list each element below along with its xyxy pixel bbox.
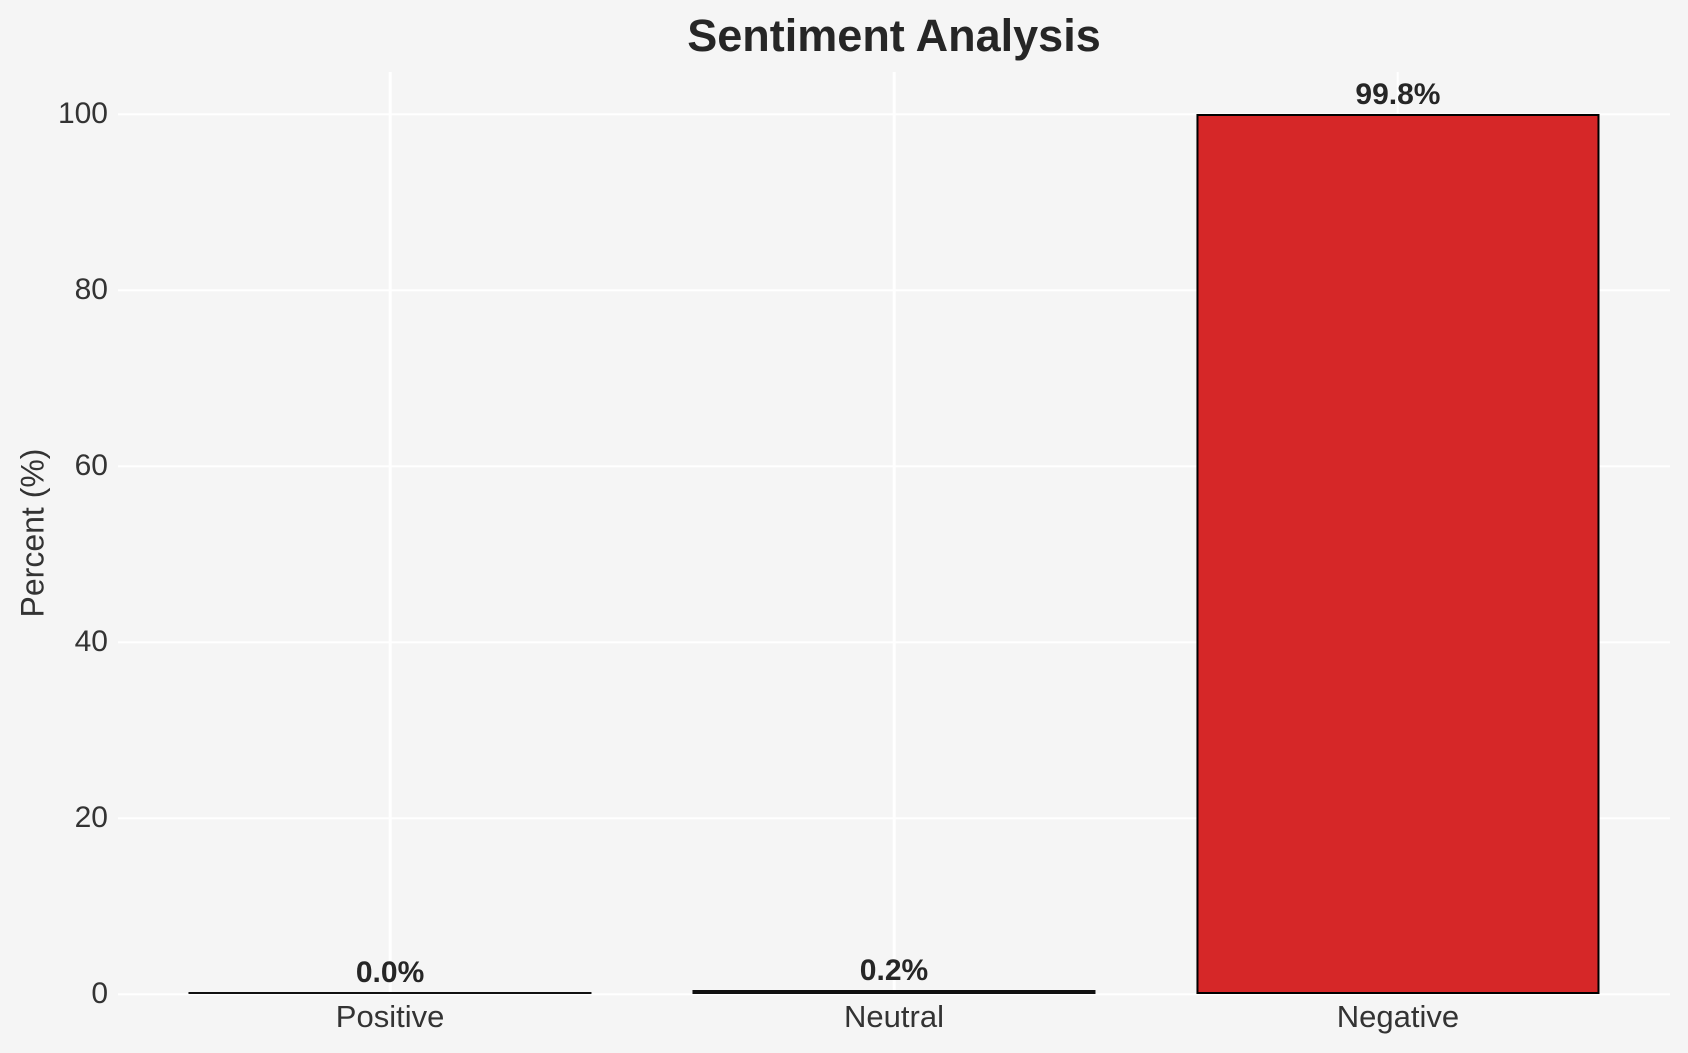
v-gridline-positive: [388, 72, 392, 994]
bar-value-positive: 0.0%: [355, 955, 425, 989]
bar-value-neutral: 0.2%: [859, 953, 929, 987]
x-tick-label-negative: Negative: [1336, 999, 1460, 1034]
y-tick-label-60: 60: [74, 449, 108, 483]
x-tick-label-neutral: Neutral: [844, 999, 944, 1034]
y-tick-label-20: 20: [74, 801, 108, 835]
bar-value-negative: 99.8%: [1355, 77, 1441, 111]
chart-title: Sentiment Analysis: [687, 10, 1101, 61]
h-gridline-0: [118, 992, 1670, 996]
plot-area: 0.0% Positive 0.2% Neutral 99.8% Negativ…: [58, 72, 1670, 1032]
y-tick-label-80: 80: [74, 273, 108, 307]
bar-group-negative: 99.8% Negative: [1196, 72, 1600, 1032]
bar-positive: [188, 991, 592, 994]
y-tick-label-100: 100: [57, 97, 108, 131]
bar-neutral: [692, 989, 1096, 994]
y-axis-label: Percent (%): [14, 448, 51, 618]
bar-negative: [1196, 113, 1600, 994]
x-tick-label-positive: Positive: [335, 999, 445, 1034]
v-gridline-neutral: [892, 72, 896, 994]
bar-group-positive: 0.0% Positive: [188, 72, 592, 1032]
y-tick-label-0: 0: [91, 977, 108, 1010]
bar-group-neutral: 0.2% Neutral: [692, 72, 1096, 1032]
y-tick-label-40: 40: [74, 625, 108, 659]
